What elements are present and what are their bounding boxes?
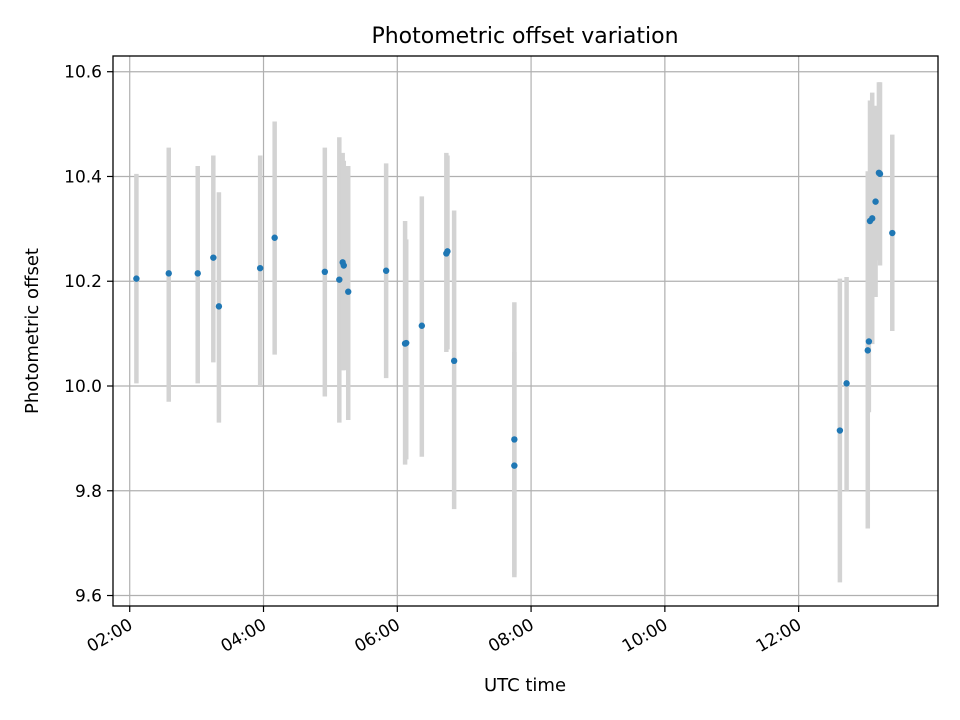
data-point	[215, 303, 223, 310]
y-axis-label: Photometric offset	[22, 248, 43, 414]
data-point	[511, 436, 518, 443]
y-tick-label: 10.0	[64, 377, 102, 397]
data-point	[382, 267, 390, 274]
x-tick-label: 10:00	[619, 615, 671, 657]
data-point	[194, 270, 201, 277]
y-tick-label: 10.2	[64, 272, 102, 292]
data-point	[836, 427, 844, 434]
x-tick-label: 04:00	[218, 615, 270, 657]
plot-frame	[112, 55, 939, 607]
x-tick-label: 08:00	[485, 615, 537, 657]
data-point	[133, 275, 140, 282]
data-points	[133, 169, 896, 469]
data-point	[321, 268, 329, 276]
data-point	[864, 347, 871, 354]
x-axis-label: UTC time	[484, 675, 566, 696]
data-point	[336, 276, 343, 283]
data-point	[865, 338, 873, 345]
data-point	[210, 254, 217, 261]
data-point	[403, 339, 410, 347]
data-point	[450, 357, 458, 365]
data-point	[843, 380, 850, 387]
data-point	[511, 462, 518, 469]
y-tick-label: 10.6	[64, 63, 102, 83]
data-point	[872, 198, 879, 205]
data-point	[876, 170, 884, 178]
data-point	[418, 322, 426, 329]
data-point	[271, 234, 278, 241]
data-point	[869, 215, 876, 222]
tick-labels: 02:00 04:00 06:00 08:00 10:00 12:00 9.6 9.8 10.0…	[64, 63, 805, 657]
x-tick-label: 06:00	[351, 615, 403, 657]
data-point	[889, 229, 896, 237]
x-tick-label: 12:00	[753, 615, 805, 657]
y-tick-label: 9.8	[75, 482, 102, 502]
x-tick-label: 02:00	[84, 615, 136, 657]
error-bars	[134, 82, 895, 583]
y-tick-label: 10.4	[64, 167, 102, 187]
grid-lines	[113, 56, 938, 606]
y-tick-label: 9.6	[75, 587, 102, 607]
data-point	[444, 248, 451, 255]
data-point	[165, 270, 172, 277]
data-point	[345, 288, 352, 295]
chart-title: Photometric offset variation	[371, 24, 678, 49]
data-point	[256, 264, 264, 272]
axis-ticks	[107, 71, 800, 612]
data-point	[340, 262, 347, 269]
